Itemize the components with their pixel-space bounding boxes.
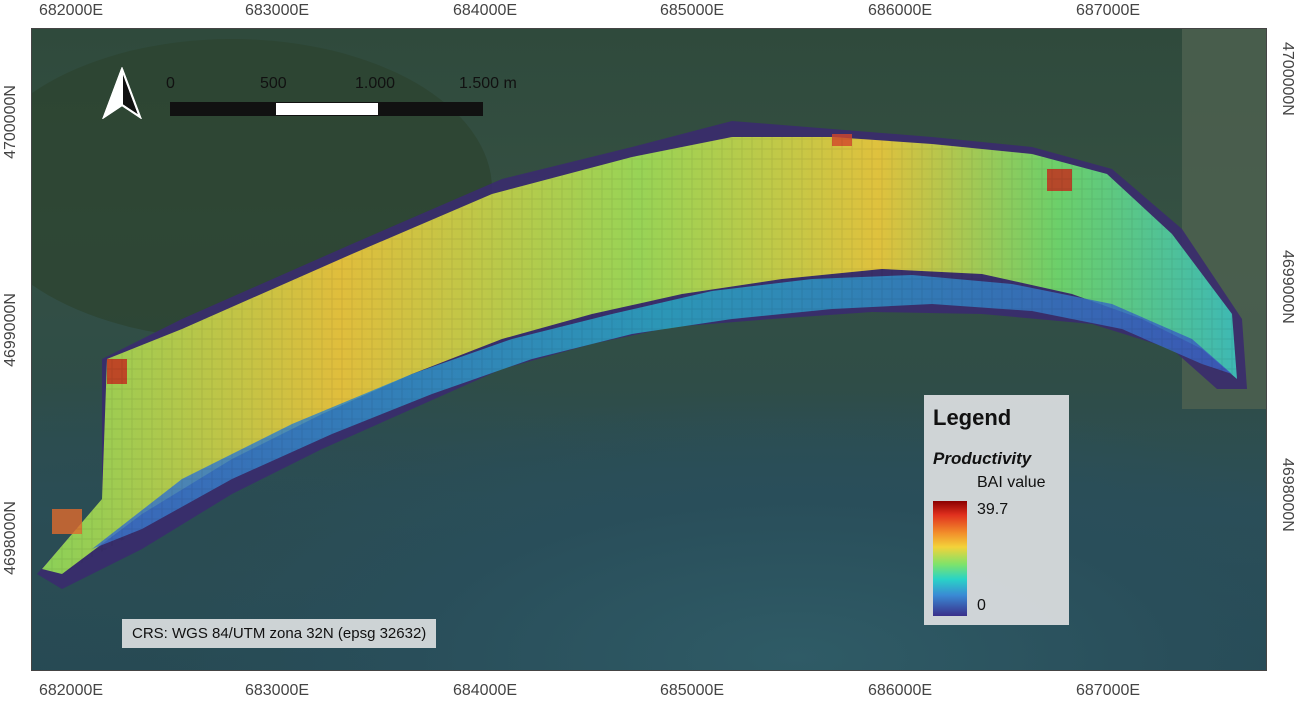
legend-layer-name: Productivity xyxy=(933,449,1032,468)
legend-title: Legend xyxy=(933,405,1012,430)
northing-label-left: 4699000N xyxy=(2,293,19,367)
scale-label: 500 xyxy=(260,75,287,92)
map-canvas[interactable]: 0 500 1.000 1.500 m Legend Productivity … xyxy=(31,28,1267,671)
scale-label: 1.500 m xyxy=(459,75,517,92)
easting-label-bottom: 685000E xyxy=(659,682,725,699)
northing-label-right: 4700000N xyxy=(1279,42,1296,116)
crs-label: CRS: WGS 84/UTM zona 32N (epsg 32632) xyxy=(122,619,437,648)
easting-label-top: 683000E xyxy=(244,2,310,19)
easting-label-bottom: 687000E xyxy=(1075,682,1141,699)
raster-grid xyxy=(42,137,1237,574)
easting-label-top: 687000E xyxy=(1075,2,1141,19)
easting-label-bottom: 682000E xyxy=(38,682,104,699)
easting-label-bottom: 683000E xyxy=(244,682,310,699)
basemap xyxy=(32,29,1266,589)
northing-label-right: 4698000N xyxy=(1279,458,1296,532)
northing-label-right: 4699000N xyxy=(1279,250,1296,324)
scale-bar xyxy=(170,102,483,116)
legend-color-ramp xyxy=(933,501,967,616)
easting-label-top: 682000E xyxy=(38,2,104,19)
easting-label-bottom: 686000E xyxy=(867,682,933,699)
legend: Legend Productivity BAI value 39.7 0 xyxy=(924,395,1069,625)
legend-unit: BAI value xyxy=(977,474,1046,491)
scale-label: 1.000 xyxy=(355,75,396,92)
easting-label-top: 686000E xyxy=(867,2,933,19)
north-arrow-icon xyxy=(102,67,142,119)
northing-label-left: 4700000N xyxy=(2,85,19,159)
easting-label-bottom: 684000E xyxy=(452,682,518,699)
easting-label-top: 684000E xyxy=(452,2,518,19)
scale-label: 0 xyxy=(166,75,175,92)
easting-label-top: 685000E xyxy=(659,2,725,19)
legend-max-value: 39.7 xyxy=(977,501,1009,518)
legend-min-value: 0 xyxy=(977,597,986,614)
northing-label-left: 4698000N xyxy=(2,501,19,575)
